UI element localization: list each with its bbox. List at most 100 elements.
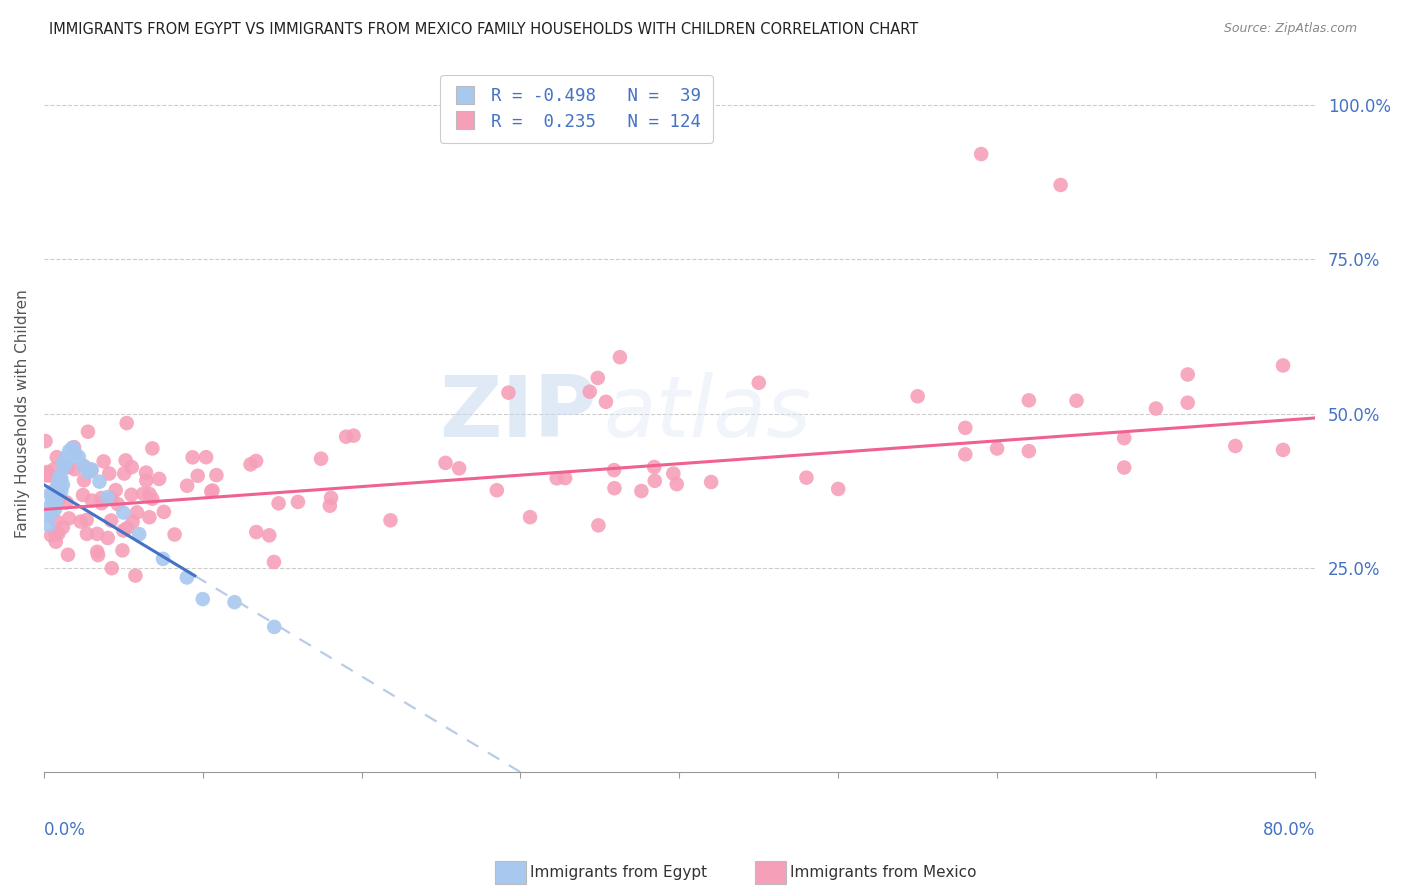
Point	[986, 442, 1008, 456]
Legend: R = -0.498   N =  39, R =  0.235   N = 124: R = -0.498 N = 39, R = 0.235 N = 124	[440, 75, 713, 143]
Point	[1018, 444, 1040, 458]
Point	[191, 592, 214, 607]
Point	[319, 491, 342, 505]
Point	[200, 484, 222, 499]
Point	[39, 528, 62, 542]
Point	[138, 487, 160, 501]
Point	[49, 477, 72, 491]
Point	[62, 441, 84, 455]
Point	[100, 491, 122, 506]
Point	[48, 491, 70, 505]
Point	[138, 510, 160, 524]
Point	[309, 451, 332, 466]
Point	[114, 453, 136, 467]
Point	[34, 468, 56, 483]
Point	[65, 447, 87, 461]
Point	[498, 385, 520, 400]
Point	[380, 513, 402, 527]
Point	[34, 434, 56, 449]
Point	[201, 483, 224, 498]
Point	[152, 552, 174, 566]
Point	[45, 527, 67, 541]
Point	[259, 528, 281, 542]
Point	[449, 461, 471, 475]
Point	[56, 548, 79, 562]
Point	[97, 531, 120, 545]
Point	[56, 453, 79, 467]
Point	[1177, 395, 1199, 409]
Point	[1066, 393, 1088, 408]
Text: atlas: atlas	[603, 372, 811, 455]
Point	[107, 497, 129, 511]
Point	[827, 482, 849, 496]
Point	[120, 488, 142, 502]
Point	[58, 511, 80, 525]
Point	[1018, 393, 1040, 408]
Point	[955, 421, 977, 435]
Point	[141, 442, 163, 456]
Point	[1114, 460, 1136, 475]
Point	[239, 458, 262, 472]
Point	[434, 456, 457, 470]
Point	[609, 350, 631, 364]
Point	[1225, 439, 1247, 453]
Point	[1272, 359, 1295, 373]
Point	[121, 460, 143, 475]
Point	[45, 515, 67, 529]
Point	[77, 466, 100, 480]
Point	[112, 467, 135, 481]
Point	[578, 384, 600, 399]
Point	[45, 493, 67, 508]
Point	[46, 487, 69, 501]
Point	[86, 545, 108, 559]
Point	[90, 491, 112, 505]
Point	[335, 430, 357, 444]
Point	[287, 495, 309, 509]
Point	[80, 464, 103, 478]
Point	[1144, 401, 1167, 416]
Point	[72, 488, 94, 502]
Point	[52, 456, 75, 470]
Point	[80, 462, 103, 476]
Point	[45, 534, 67, 549]
Point	[93, 454, 115, 468]
Point	[77, 425, 100, 439]
Point	[34, 467, 56, 482]
Point	[96, 490, 118, 504]
Point	[76, 513, 98, 527]
Text: Immigrants from Egypt: Immigrants from Egypt	[530, 865, 707, 880]
Point	[263, 555, 285, 569]
Point	[187, 468, 209, 483]
Text: Source: ZipAtlas.com: Source: ZipAtlas.com	[1223, 22, 1357, 36]
Point	[45, 450, 67, 464]
Point	[115, 521, 138, 535]
Point	[115, 416, 138, 430]
Point	[100, 561, 122, 575]
Point	[546, 471, 568, 485]
Point	[644, 474, 666, 488]
Point	[630, 483, 652, 498]
Point	[45, 481, 67, 495]
Point	[44, 462, 66, 476]
Point	[1114, 431, 1136, 445]
Point	[128, 527, 150, 541]
Point	[224, 595, 246, 609]
Point	[748, 376, 770, 390]
Point	[245, 524, 267, 539]
Point	[89, 475, 111, 489]
Point	[41, 506, 63, 520]
Point	[586, 371, 609, 385]
Point	[135, 466, 157, 480]
Point	[263, 620, 285, 634]
Point	[643, 460, 665, 475]
Point	[665, 477, 688, 491]
Text: 0.0%: 0.0%	[44, 821, 86, 838]
Point	[80, 493, 103, 508]
Point	[112, 524, 135, 538]
Point	[267, 496, 290, 510]
Point	[342, 428, 364, 442]
Point	[485, 483, 508, 498]
Text: 80.0%: 80.0%	[1263, 821, 1315, 838]
Point	[87, 548, 110, 562]
Point	[37, 465, 59, 479]
